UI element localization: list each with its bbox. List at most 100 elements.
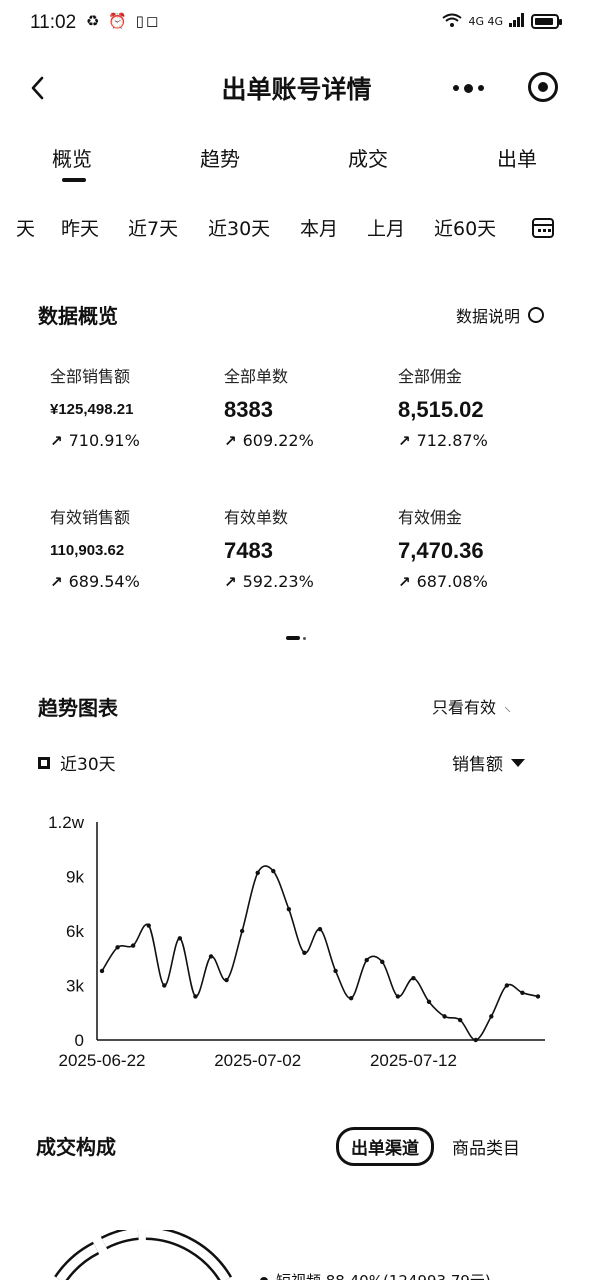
data-point — [442, 1014, 446, 1018]
donut-legend-item: 短视频 88.40%(124993.79元) — [260, 1270, 491, 1280]
status-notification-icons: ♻ ⏰ ▯◻ — [86, 12, 160, 30]
status-bar: 11:02 ♻ ⏰ ▯◻ 4G 4G — [0, 0, 593, 48]
trend-up-icon: ↗ — [50, 573, 63, 591]
filter-last-month[interactable]: 上月 — [367, 214, 405, 241]
data-point — [333, 969, 337, 973]
tab-deals[interactable]: 成交 — [348, 143, 388, 172]
battery-icon — [531, 14, 559, 29]
valid-only-toggle[interactable]: 只看有效 ⸜ — [432, 694, 511, 718]
data-point — [489, 1014, 493, 1018]
composition-segmented-control: 出单渠道 商品类目 — [336, 1127, 520, 1166]
trend-chart: 0 3k 6k 9k 1.2w 2025-06-22 2025-07-02 2025-07-1… — [0, 800, 593, 1090]
segment-category[interactable]: 商品类目 — [452, 1134, 520, 1159]
data-point — [536, 994, 540, 998]
calendar-icon[interactable] — [532, 218, 554, 238]
tab-overview[interactable]: 概览 — [52, 143, 92, 172]
data-point — [520, 991, 524, 995]
trend-up-icon: ↗ — [50, 432, 63, 450]
metric-value: 8,515.02 — [398, 395, 568, 425]
page-title: 出单账号详情 — [0, 70, 593, 106]
metric-value: 7483 — [224, 536, 394, 566]
data-point — [115, 945, 119, 949]
signal-icon — [509, 13, 525, 30]
pager-active-dot — [286, 636, 300, 640]
data-point — [100, 969, 104, 973]
y-tick-label: 0 — [75, 1031, 84, 1050]
info-icon — [528, 307, 544, 323]
metric-value: 7,470.36 — [398, 536, 568, 566]
metric-change: ↗ 609.22% — [224, 431, 394, 450]
data-point — [209, 954, 213, 958]
filter-today[interactable]: 天 — [16, 214, 35, 241]
segment-channel[interactable]: 出单渠道 — [336, 1127, 434, 1166]
data-help-link[interactable]: 数据说明 — [456, 303, 544, 327]
pager-dot — [303, 637, 306, 640]
metric-change: ↗ 712.87% — [398, 431, 568, 450]
composition-donut-chart — [48, 1230, 238, 1280]
data-point — [505, 983, 509, 987]
data-point — [474, 1038, 478, 1042]
legend-dot — [260, 1277, 268, 1280]
data-point — [240, 929, 244, 933]
chart-legend: 近30天 — [38, 750, 116, 775]
donut-legend-label: 短视频 88.40%(124993.79元) — [276, 1270, 491, 1280]
metric-card: 全部单数 8383 ↗ 609.22% — [224, 363, 394, 450]
data-point — [302, 951, 306, 955]
top-tabs: 概览 趋势 成交 出单 — [0, 140, 593, 190]
filter-last-30-days[interactable]: 近30天 — [208, 214, 270, 241]
trend-title: 趋势图表 — [38, 692, 118, 721]
metric-change: ↗ 687.08% — [398, 572, 568, 591]
trend-up-icon: ↗ — [398, 573, 411, 591]
metric-card: 全部佣金 8,515.02 ↗ 712.87% — [398, 363, 568, 450]
data-point — [178, 936, 182, 940]
metric-label: 全部佣金 — [398, 363, 568, 387]
filter-this-month[interactable]: 本月 — [300, 214, 338, 241]
tab-active-indicator — [62, 178, 86, 182]
x-tick-label: 2025-07-02 — [214, 1051, 301, 1070]
filter-yesterday[interactable]: 昨天 — [61, 214, 99, 241]
metric-card: 有效单数 7483 ↗ 592.23% — [224, 504, 394, 591]
legend-marker — [38, 757, 50, 769]
data-point — [256, 871, 260, 875]
data-point — [287, 907, 291, 911]
target-icon — [538, 82, 548, 92]
y-tick-label: 6k — [66, 922, 84, 941]
more-options-button[interactable] — [448, 74, 488, 102]
tab-orders[interactable]: 出单 — [497, 143, 537, 172]
metric-label: 有效佣金 — [398, 504, 568, 528]
data-point — [396, 994, 400, 998]
filter-last-60-days[interactable]: 近60天 — [434, 214, 496, 241]
data-point — [380, 960, 384, 964]
filter-last-7-days[interactable]: 近7天 — [128, 214, 178, 241]
close-miniprogram-button[interactable] — [528, 72, 558, 102]
metric-card: 有效佣金 7,470.36 ↗ 687.08% — [398, 504, 568, 591]
data-point — [271, 869, 275, 873]
metric-value: 110,903.62 — [50, 536, 220, 566]
toggle-icon: ⸜ — [504, 697, 511, 716]
metric-label: 有效单数 — [224, 504, 394, 528]
data-point — [224, 978, 228, 982]
metric-label: 全部销售额 — [50, 363, 220, 387]
tab-trend[interactable]: 趋势 — [200, 143, 240, 172]
metric-select-dropdown[interactable]: 销售额 — [452, 750, 525, 775]
y-tick-label: 3k — [66, 977, 84, 996]
metric-card: 全部销售额 ¥125,498.21 ↗ 710.91% — [50, 363, 220, 450]
status-time: 11:02 — [30, 12, 76, 34]
trend-up-icon: ↗ — [398, 432, 411, 450]
legend-label: 近30天 — [60, 750, 116, 775]
data-point — [365, 958, 369, 962]
data-point — [318, 927, 322, 931]
trend-up-icon: ↗ — [224, 573, 237, 591]
metric-change: ↗ 592.23% — [224, 572, 394, 591]
x-tick-label: 2025-07-12 — [370, 1051, 457, 1070]
x-tick-label: 2025-06-22 — [59, 1051, 146, 1070]
metric-value: 8383 — [224, 395, 394, 425]
metric-select-label: 销售额 — [452, 750, 503, 775]
data-point — [193, 994, 197, 998]
more-dot-icon — [464, 84, 473, 93]
metric-label: 全部单数 — [224, 363, 394, 387]
caret-down-icon — [511, 759, 525, 767]
data-point — [147, 923, 151, 927]
metric-card: 有效销售额 110,903.62 ↗ 689.54% — [50, 504, 220, 591]
overview-title: 数据概览 — [38, 300, 118, 329]
